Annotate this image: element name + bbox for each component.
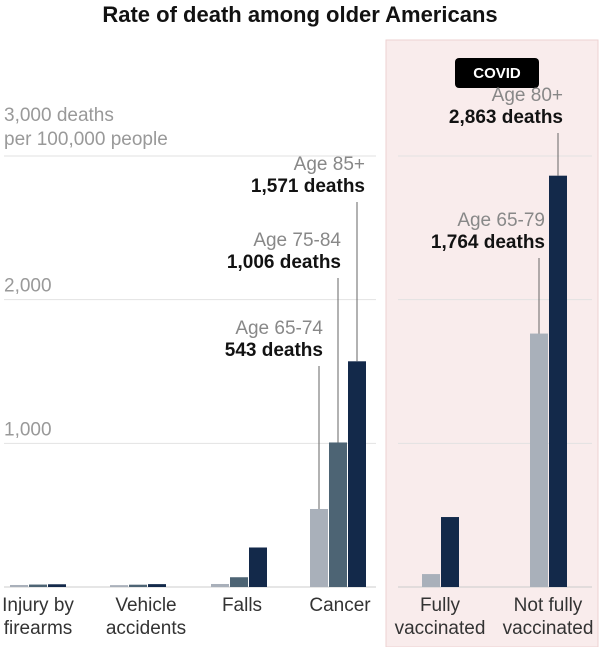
annotation-value: 543 deaths (225, 340, 323, 361)
y-tick-label: 1,000 (4, 419, 52, 440)
category-label: Falls (222, 595, 262, 616)
annotation-age: Age 80+ (492, 85, 563, 106)
annotation-age: Age 75-84 (253, 230, 341, 251)
y-axis-label-line2: per 100,000 people (4, 129, 168, 150)
annotation-value: 2,863 deaths (449, 107, 563, 128)
annotation-age: Age 65-74 (235, 318, 323, 339)
category-label: firearms (4, 618, 73, 639)
bar (10, 584, 28, 587)
bar (29, 584, 47, 587)
bar (110, 585, 128, 587)
bar (230, 577, 248, 587)
bar (129, 584, 147, 587)
bar (348, 361, 366, 587)
bar (249, 547, 267, 587)
bar (422, 574, 440, 587)
category-label: Not fully (514, 595, 583, 616)
category-label: Fully (420, 595, 461, 616)
bar (530, 333, 548, 587)
annotation-value: 1,006 deaths (227, 252, 341, 273)
bar (329, 442, 347, 587)
bars (10, 175, 567, 588)
category-label: Injury by (2, 595, 74, 616)
bar (310, 508, 328, 587)
covid-badge-background (455, 58, 539, 88)
category-label: Vehicle (115, 595, 176, 616)
covid-badge: COVID (455, 58, 539, 88)
bar (148, 584, 166, 587)
chart-title: Rate of death among older Americans (102, 2, 497, 27)
category-label: accidents (106, 618, 186, 639)
bar (211, 583, 229, 587)
bar (549, 175, 567, 588)
y-tick-label: 2,000 (4, 276, 52, 297)
y-axis-ticks: 1,000 2,000 (4, 276, 52, 441)
annotation-age: Age 65-79 (457, 210, 545, 231)
y-axis-label-line1: 3,000 deaths (4, 105, 114, 126)
category-label: vaccinated (395, 618, 486, 639)
annotation-age: Age 85+ (294, 154, 365, 175)
annotation-value: 1,764 deaths (431, 232, 545, 253)
covid-badge-label: COVID (473, 65, 521, 82)
bar (441, 517, 459, 587)
bar (48, 584, 66, 587)
category-label: Cancer (309, 595, 371, 616)
annotation-value: 1,571 deaths (251, 176, 365, 197)
category-label: vaccinated (503, 618, 594, 639)
